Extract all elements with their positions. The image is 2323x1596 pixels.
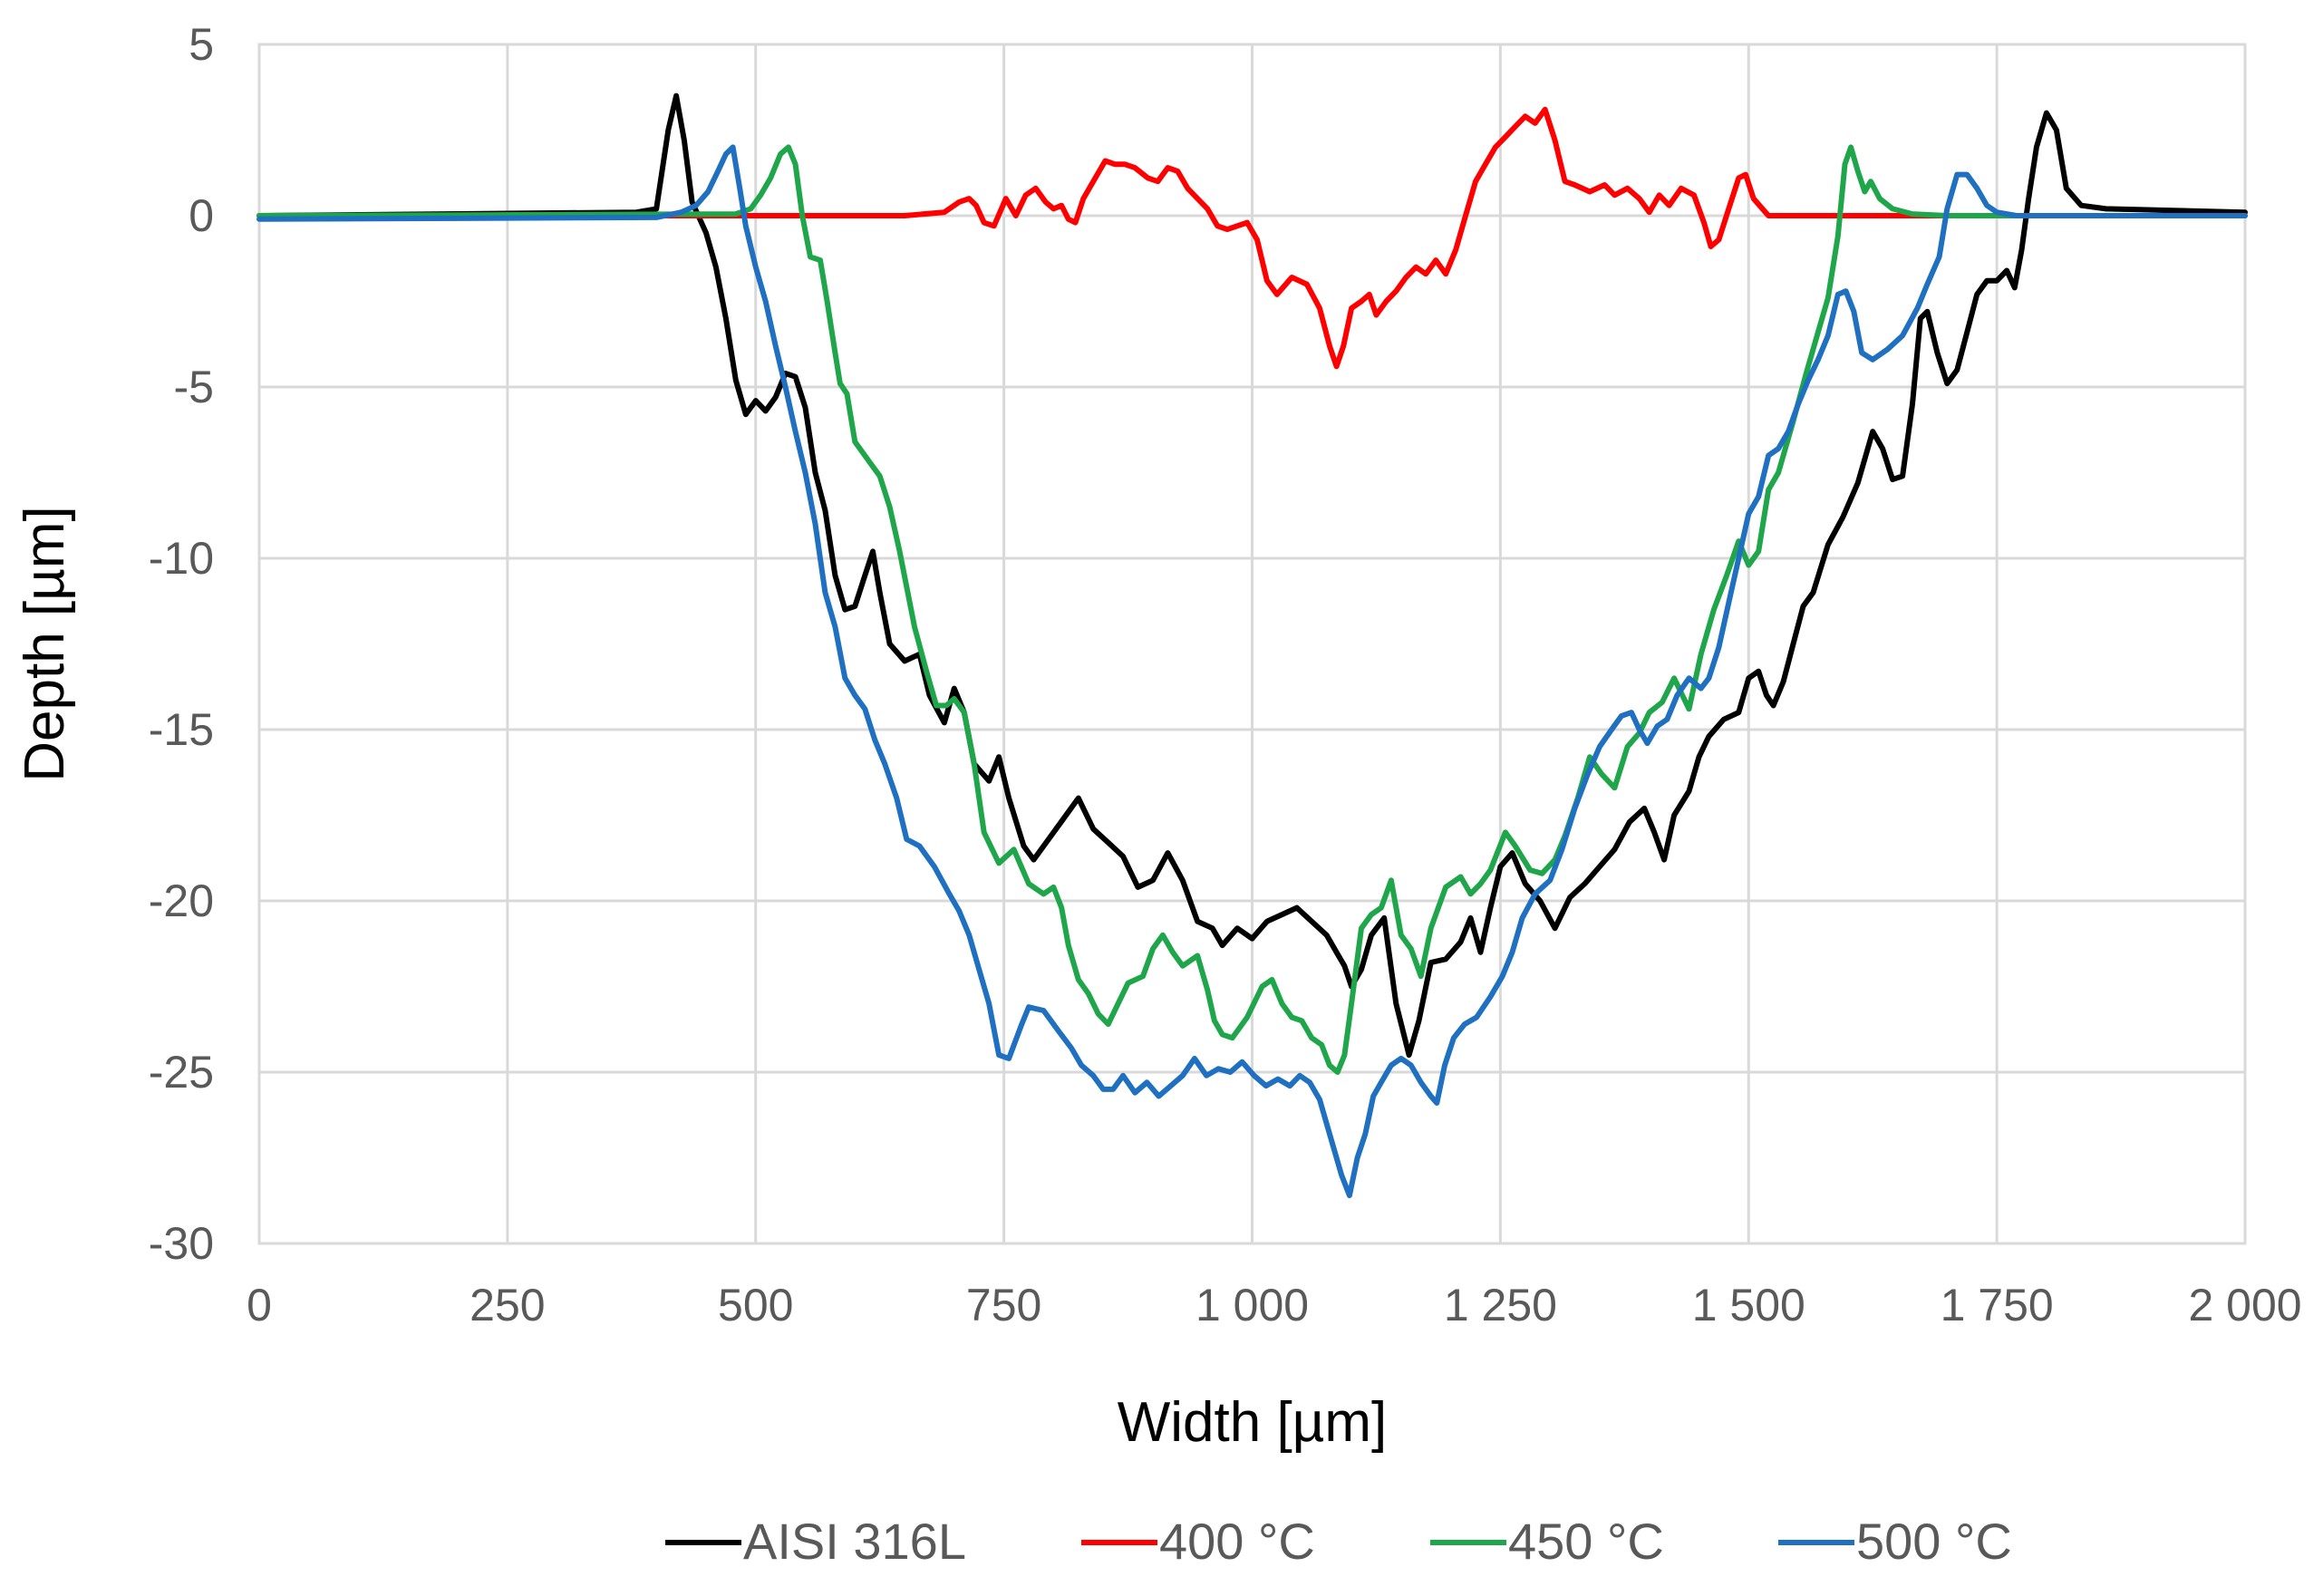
x-tick-label: 1 000 [1195,1280,1309,1330]
series-lines [256,92,2248,1199]
x-axis-title: Width [µm] [1118,1391,1388,1454]
y-axis-tick-labels: 5 0 -5 -10 -15 -20 -25 -30 [149,19,214,1269]
x-tick-label: 2 000 [2188,1280,2301,1330]
y-tick-label: 5 [189,19,214,70]
x-tick-label: 0 [247,1280,272,1330]
x-tick-label: 750 [966,1280,1041,1330]
x-axis-tick-labels: 0 250 500 750 1 000 1 250 1 500 1 750 2 000 [247,1280,2301,1330]
y-tick-label: -20 [149,875,214,926]
y-tick-label: -5 [174,362,214,412]
series-line [256,92,2248,1059]
series-line [256,106,2248,370]
y-tick-label: -15 [149,704,214,755]
plot-area-border [257,43,2247,1245]
y-axis-title: Depth [µm] [14,506,76,782]
x-tick-label: 1 250 [1444,1280,1557,1330]
y-tick-label: -10 [149,533,214,584]
x-tick-label: 1 750 [1941,1280,2054,1330]
series-line [256,144,2248,1199]
legend-label: AISI 316L [743,1513,966,1570]
series-line [256,144,2248,1075]
x-tick-label: 1 500 [1692,1280,1805,1330]
x-tick-label: 250 [469,1280,545,1330]
x-tick-label: 500 [718,1280,793,1330]
legend-label: 500 °C [1856,1513,2012,1570]
legend: AISI 316L 400 °C 450 °C 500 °C [665,1513,2012,1570]
legend-label: 400 °C [1159,1513,1315,1570]
y-tick-label: -25 [149,1047,214,1098]
y-tick-label: 0 [189,190,214,241]
legend-label: 450 °C [1508,1513,1664,1570]
y-tick-label: -30 [149,1218,214,1269]
